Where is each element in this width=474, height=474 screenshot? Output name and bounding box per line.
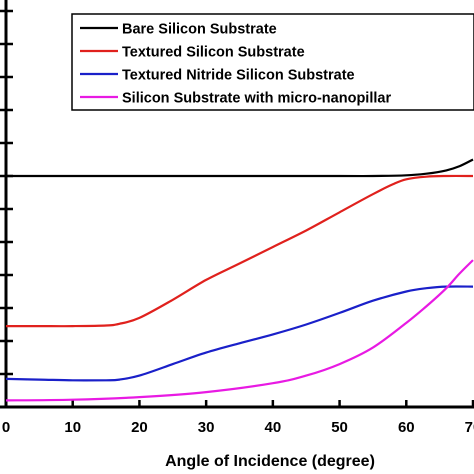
legend-label: Silicon Substrate with micro-nanopillar <box>122 91 391 107</box>
x-tick-label: 20 <box>131 419 148 436</box>
axes <box>0 0 474 409</box>
series-lines <box>5 158 474 402</box>
series-line-silicon-substrate-with-micro-nanopillar <box>5 259 474 402</box>
x-tick-label: 50 <box>331 419 348 436</box>
x-axis-label: Angle of Incidence (degree) <box>165 453 375 470</box>
x-ticks: 0 10 20 30 40 50 60 70 <box>2 400 474 436</box>
x-tick-label: 0 <box>2 419 10 436</box>
series-line-textured-nitride-silicon-substrate <box>5 285 474 382</box>
legend-box <box>71 13 474 111</box>
legend-label: Textured Silicon Substrate <box>122 45 305 61</box>
legend: Bare Silicon Substrate Textured Silicon S… <box>71 13 474 111</box>
x-tick-label: 30 <box>198 419 215 436</box>
x-tick-label: 60 <box>398 419 415 436</box>
series-line-bare-silicon-substrate <box>5 158 474 178</box>
x-tick-label: 70 <box>465 419 474 436</box>
series-line-textured-silicon-substrate <box>6 174 474 328</box>
x-tick-label: 10 <box>64 419 81 436</box>
x-tick-label: 40 <box>265 419 282 436</box>
legend-label: Bare Silicon Substrate <box>122 22 277 38</box>
legend-label: Textured Nitride Silicon Substrate <box>122 68 355 84</box>
y-ticks <box>0 9 13 376</box>
